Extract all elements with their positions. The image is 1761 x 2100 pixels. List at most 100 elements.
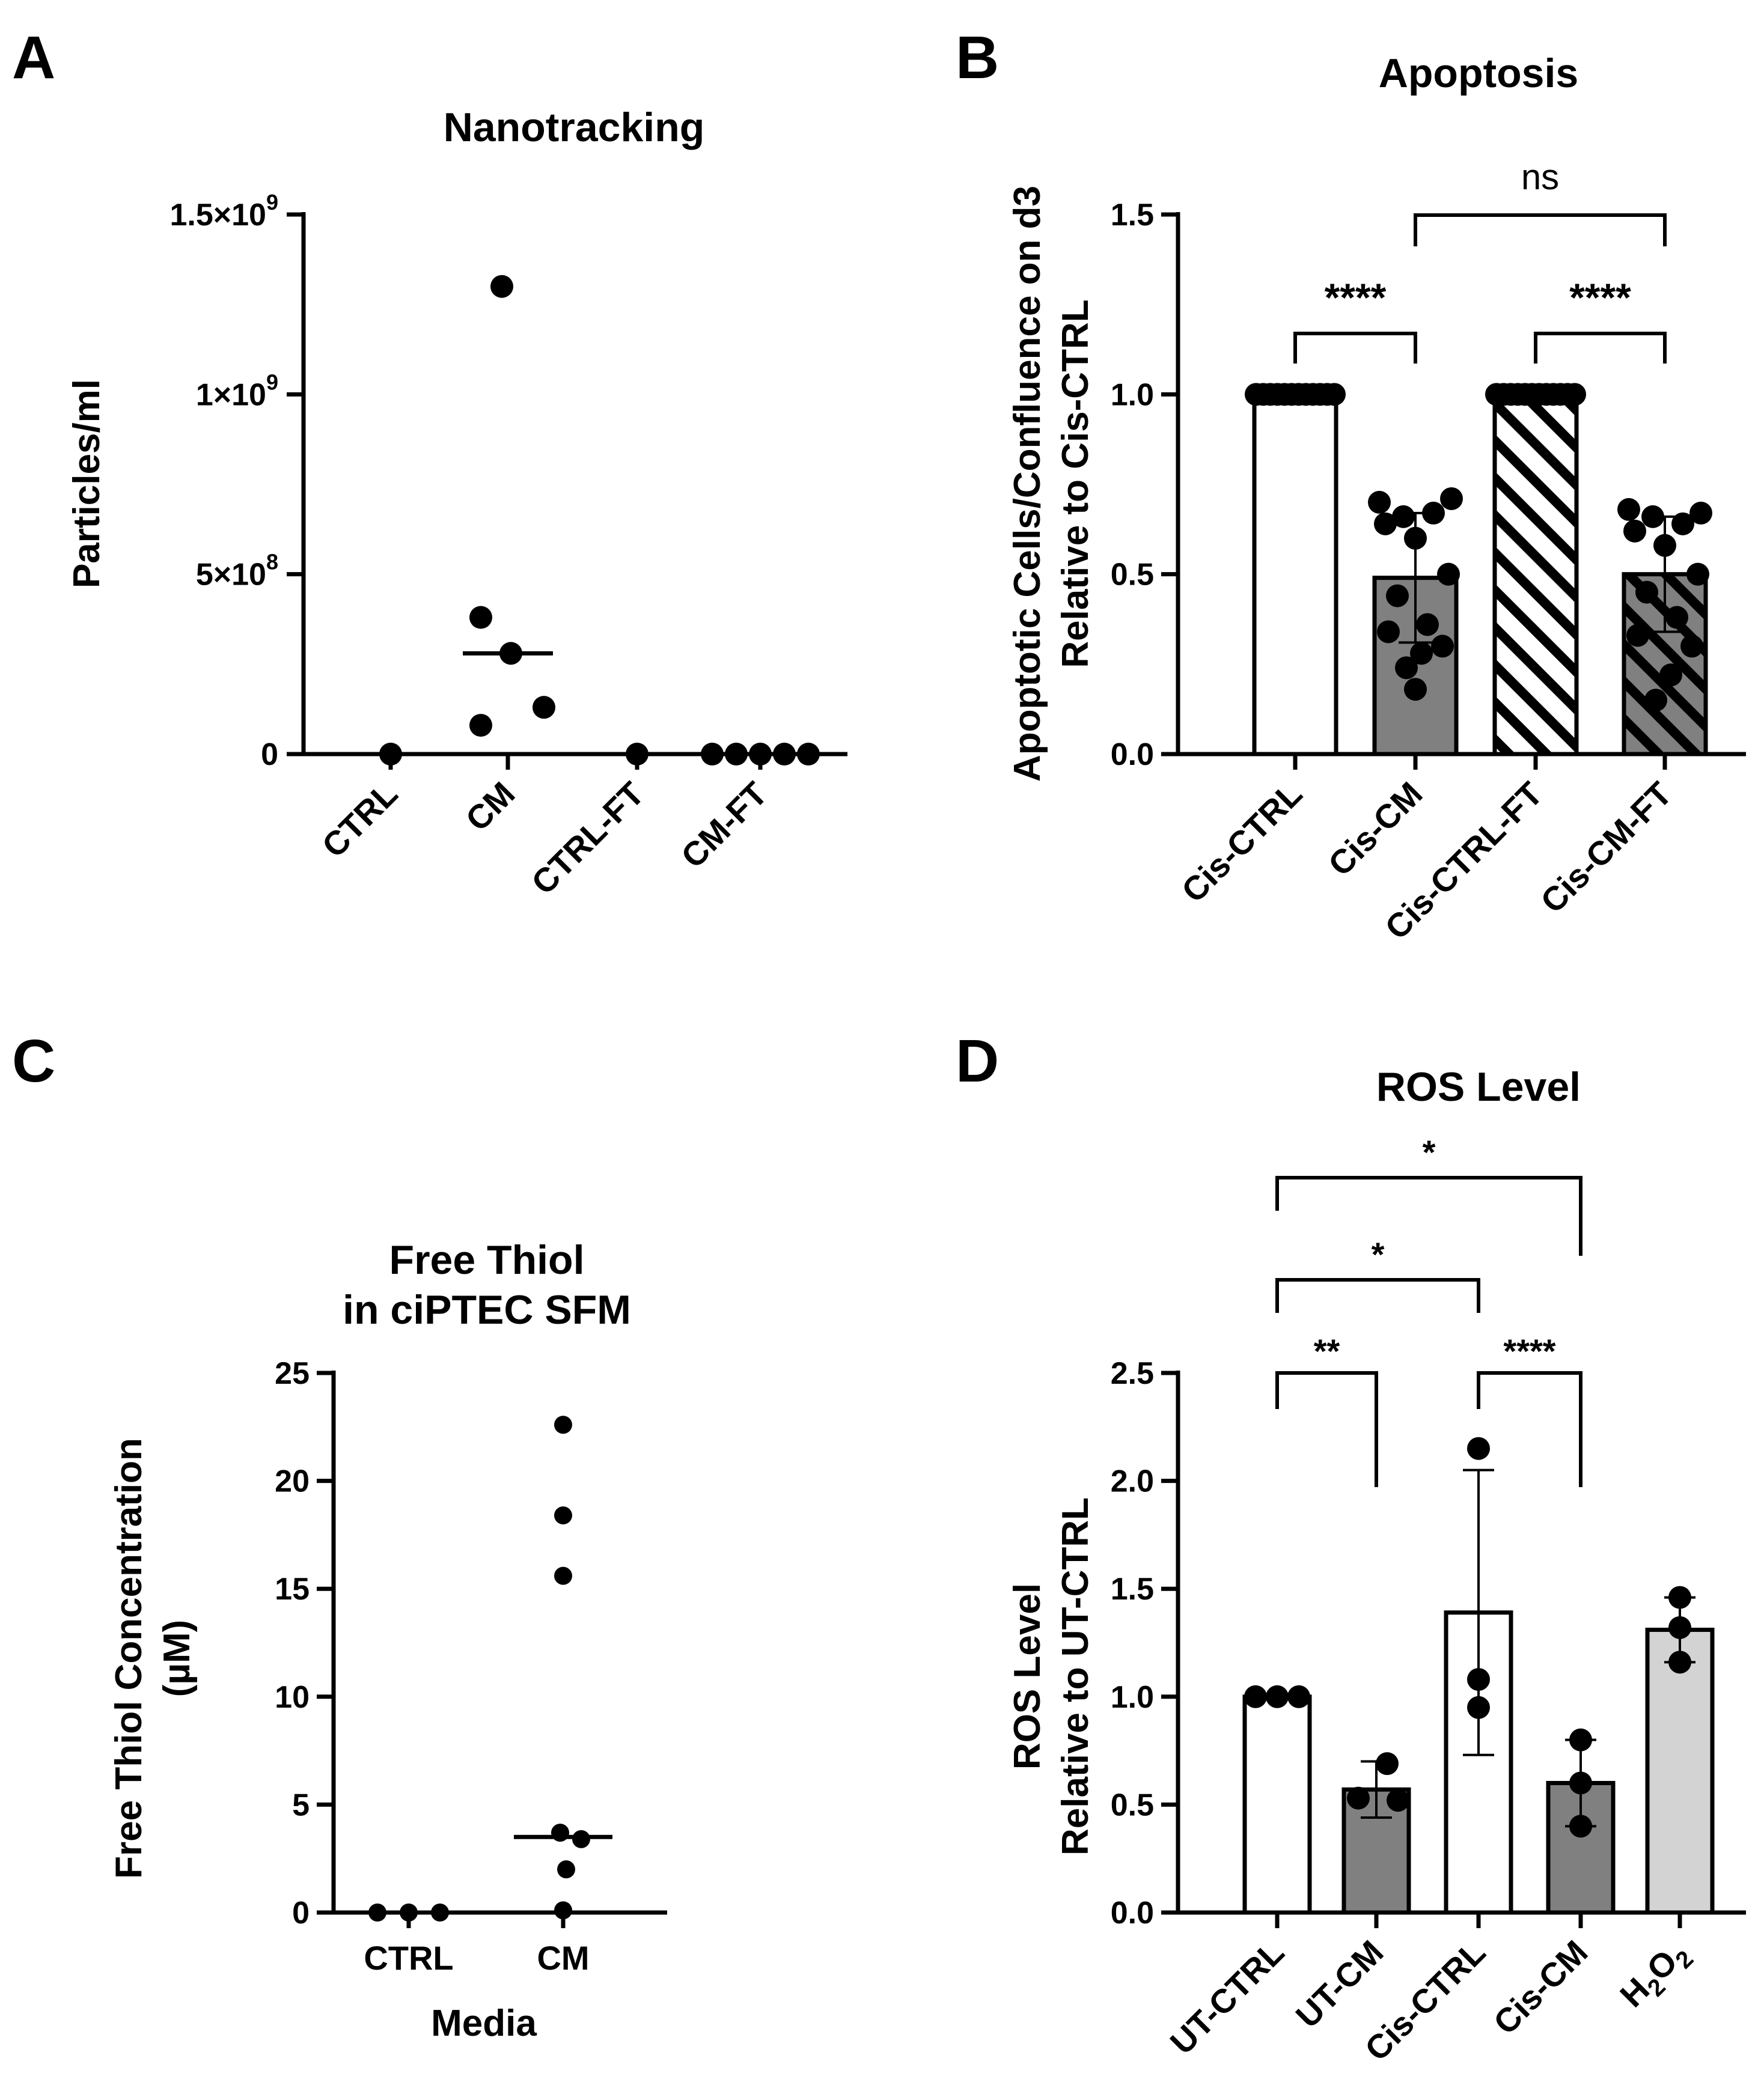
data-point	[554, 1901, 572, 1920]
panel-c-ylabel-line2: (µM)	[156, 1620, 198, 1697]
x-tick-label: CTRL	[314, 775, 404, 865]
data-point	[1347, 1786, 1370, 1810]
data-point	[379, 743, 402, 765]
significance-bracket	[1275, 1176, 1582, 1256]
y-tick-label: 1.5	[1111, 1572, 1154, 1607]
significance-bracket	[1275, 1371, 1378, 1487]
data-point	[1635, 580, 1658, 604]
panel-b-ylabel-line1: Apoptotic Cells/Confluence on d3	[1007, 186, 1048, 782]
panel-b-ylabel-line2: Relative to Cis-CTRL	[1055, 299, 1096, 668]
data-point	[1368, 490, 1391, 514]
significance-bracket	[1293, 332, 1417, 364]
data-point	[469, 714, 492, 737]
data-point	[1641, 505, 1664, 528]
data-point	[1323, 383, 1346, 406]
data-point	[1431, 635, 1454, 658]
significance-label: ****	[1325, 275, 1387, 320]
data-point	[1659, 663, 1682, 687]
x-tick-label: CM-FT	[674, 775, 775, 875]
panel-a: A Nanotracking Particles/ml 0 5×108 1×109 1…	[12, 24, 847, 902]
significance-label: *	[1423, 1133, 1436, 1171]
data-point	[1392, 505, 1415, 528]
data-point	[490, 275, 513, 298]
x-tick-label: UT-CM	[1289, 1933, 1391, 2035]
y-tick-label: 2.0	[1111, 1464, 1154, 1499]
data-point	[1665, 606, 1688, 629]
x-tick-label: CM	[537, 1939, 589, 1977]
data-point	[1404, 526, 1427, 550]
panel-c-plot: 0 5 10 15 20 25 CTRL CM	[275, 1356, 667, 1977]
bar	[1645, 1627, 1715, 1915]
data-point	[1668, 1586, 1691, 1609]
data-point	[554, 1416, 572, 1434]
data-point	[1437, 562, 1460, 586]
data-point	[1686, 562, 1709, 586]
panel-letter-c: C	[12, 1027, 55, 1095]
data-point	[1653, 534, 1676, 557]
y-tick-label: 0	[261, 737, 278, 772]
data-point	[797, 743, 820, 765]
y-tick-label: 0.0	[1111, 737, 1154, 772]
panel-c: C Free Thiol in ciPTEC SFM Free Thiol Co…	[12, 1027, 667, 2044]
panel-d-plot: 0.00.51.01.52.02.5UT-CTRLUT-CMCis-CTRLCi…	[1111, 1133, 1746, 2068]
data-point	[1569, 1771, 1592, 1795]
x-tick-label: UT-CTRL	[1163, 1933, 1292, 2062]
data-point	[1689, 501, 1712, 525]
data-point	[773, 743, 796, 765]
data-point	[1467, 1696, 1490, 1719]
data-point	[1569, 1728, 1592, 1752]
panel-a-ylabel: Particles/ml	[66, 379, 108, 588]
data-point	[1395, 656, 1418, 680]
panel-d-ylabel-line1: ROS Level	[1007, 1583, 1048, 1770]
x-tick-label: CTRL	[364, 1939, 453, 1977]
data-point	[554, 1506, 572, 1525]
data-point	[1374, 512, 1397, 535]
data-point	[1680, 635, 1703, 658]
y-tick-label: 15	[275, 1572, 310, 1607]
bar	[1252, 392, 1338, 756]
data-point	[1287, 1685, 1310, 1708]
panel-c-xlabel: Media	[431, 2003, 537, 2044]
data-point	[1266, 1685, 1289, 1708]
data-point	[557, 1860, 575, 1879]
significance-label: **	[1314, 1332, 1340, 1370]
y-tick-label: 1×109	[196, 370, 278, 412]
data-point	[1386, 584, 1409, 607]
bar	[1242, 1694, 1312, 1915]
significance-bracket	[1477, 1371, 1582, 1487]
x-tick-label: Cis-CTRL	[1174, 775, 1310, 910]
significance-bracket	[1275, 1278, 1480, 1313]
significance-label: *	[1372, 1235, 1385, 1273]
y-tick-label: 1.0	[1111, 1680, 1154, 1715]
significance-bracket	[1414, 213, 1667, 246]
panel-letter-d: D	[956, 1027, 999, 1095]
data-point	[469, 606, 492, 629]
data-point	[1416, 613, 1439, 636]
y-tick-label: 1.0	[1111, 377, 1154, 412]
y-tick-label: 0.5	[1111, 558, 1154, 592]
data-point	[1668, 1651, 1691, 1674]
data-point	[1410, 642, 1433, 665]
data-point	[1671, 512, 1694, 535]
panel-a-title: Nanotracking	[444, 105, 705, 150]
y-tick-label: 2.5	[1111, 1356, 1154, 1391]
data-point	[1376, 1752, 1399, 1776]
data-point	[1569, 1815, 1592, 1838]
data-point	[1467, 1668, 1490, 1691]
panel-c-ylabel-line1: Free Thiol Concentration	[108, 1438, 150, 1879]
panel-c-title-line2: in ciPTEC SFM	[343, 1287, 631, 1333]
data-point	[1404, 678, 1427, 701]
panel-a-plot: 0 5×108 1×109 1.5×109 CTRL CM CTRL-FT CM-FT	[169, 190, 847, 902]
panel-d-ylabel-line2: Relative to UT-CTRL	[1055, 1497, 1096, 1855]
significance-label: ****	[1569, 275, 1631, 320]
panel-d: D ROS Level ROS Level Relative to UT-CTR…	[956, 1027, 1746, 2068]
data-point	[1422, 501, 1445, 525]
data-point	[1623, 519, 1646, 543]
x-tick-label: CTRL-FT	[524, 775, 652, 902]
x-tick-label: CM	[458, 775, 522, 838]
y-tick-label: 5	[292, 1788, 310, 1822]
data-point	[1440, 487, 1463, 510]
significance-label: ns	[1521, 157, 1559, 197]
y-tick-label: 1.5×109	[169, 190, 278, 233]
